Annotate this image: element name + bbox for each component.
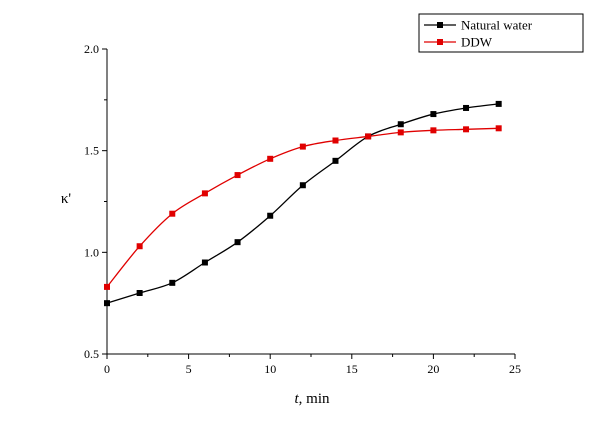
y-axis: 0.5 1.0 1.5 2.0: [84, 42, 107, 361]
data-point: [299, 182, 306, 189]
x-tick-label: 5: [186, 362, 192, 376]
data-point: [267, 212, 274, 219]
data-point: [430, 127, 437, 134]
x-tick-label: 0: [104, 362, 110, 376]
y-tick-label: 2.0: [84, 42, 99, 56]
x-tick-label: 10: [264, 362, 276, 376]
legend-label-ddw: DDW: [461, 35, 493, 50]
data-point: [234, 172, 241, 179]
legend: Natural water DDW: [418, 13, 584, 53]
series-line-natural-water: [106, 103, 499, 304]
y-tick-label: 0.5: [84, 347, 99, 361]
data-point: [104, 300, 110, 307]
series-natural-water: [104, 100, 502, 307]
x-axis-title: t, min: [294, 391, 330, 407]
x-axis: 0 5 10 15 20 25: [104, 354, 521, 376]
legend-marker-ddw: [437, 39, 443, 45]
data-point: [267, 155, 274, 162]
data-point: [234, 239, 241, 246]
y-tick-label: 1.5: [84, 144, 99, 158]
y-axis-title: κ': [61, 191, 72, 207]
data-point: [495, 100, 502, 107]
x-axis-title-unit: , min: [299, 391, 330, 407]
x-tick-label: 15: [346, 362, 358, 376]
x-tick-label: 25: [509, 362, 521, 376]
data-point: [201, 190, 208, 197]
data-point: [169, 210, 176, 217]
data-point: [332, 137, 339, 144]
series-ddw: [104, 125, 502, 290]
data-point: [495, 125, 502, 132]
legend-label-natural-water: Natural water: [461, 18, 533, 33]
x-axis-title-variable: t: [294, 391, 299, 407]
plot-frame: [106, 49, 515, 355]
data-point: [201, 259, 208, 266]
legend-box: [418, 13, 584, 53]
data-point: [169, 279, 176, 286]
legend-marker-natural-water: [437, 22, 443, 28]
data-point: [104, 283, 110, 290]
data-point: [332, 157, 339, 164]
data-point: [136, 290, 143, 296]
data-point: [430, 111, 437, 118]
data-point: [397, 121, 404, 128]
series-line-ddw: [106, 127, 499, 288]
y-tick-label: 1.0: [84, 245, 99, 259]
series-layer: [104, 100, 502, 307]
data-point: [365, 133, 372, 140]
data-point: [463, 126, 470, 133]
data-point: [463, 104, 470, 111]
data-point: [136, 243, 143, 250]
x-tick-label: 20: [427, 362, 439, 376]
data-point: [397, 129, 404, 136]
data-point: [299, 143, 306, 150]
